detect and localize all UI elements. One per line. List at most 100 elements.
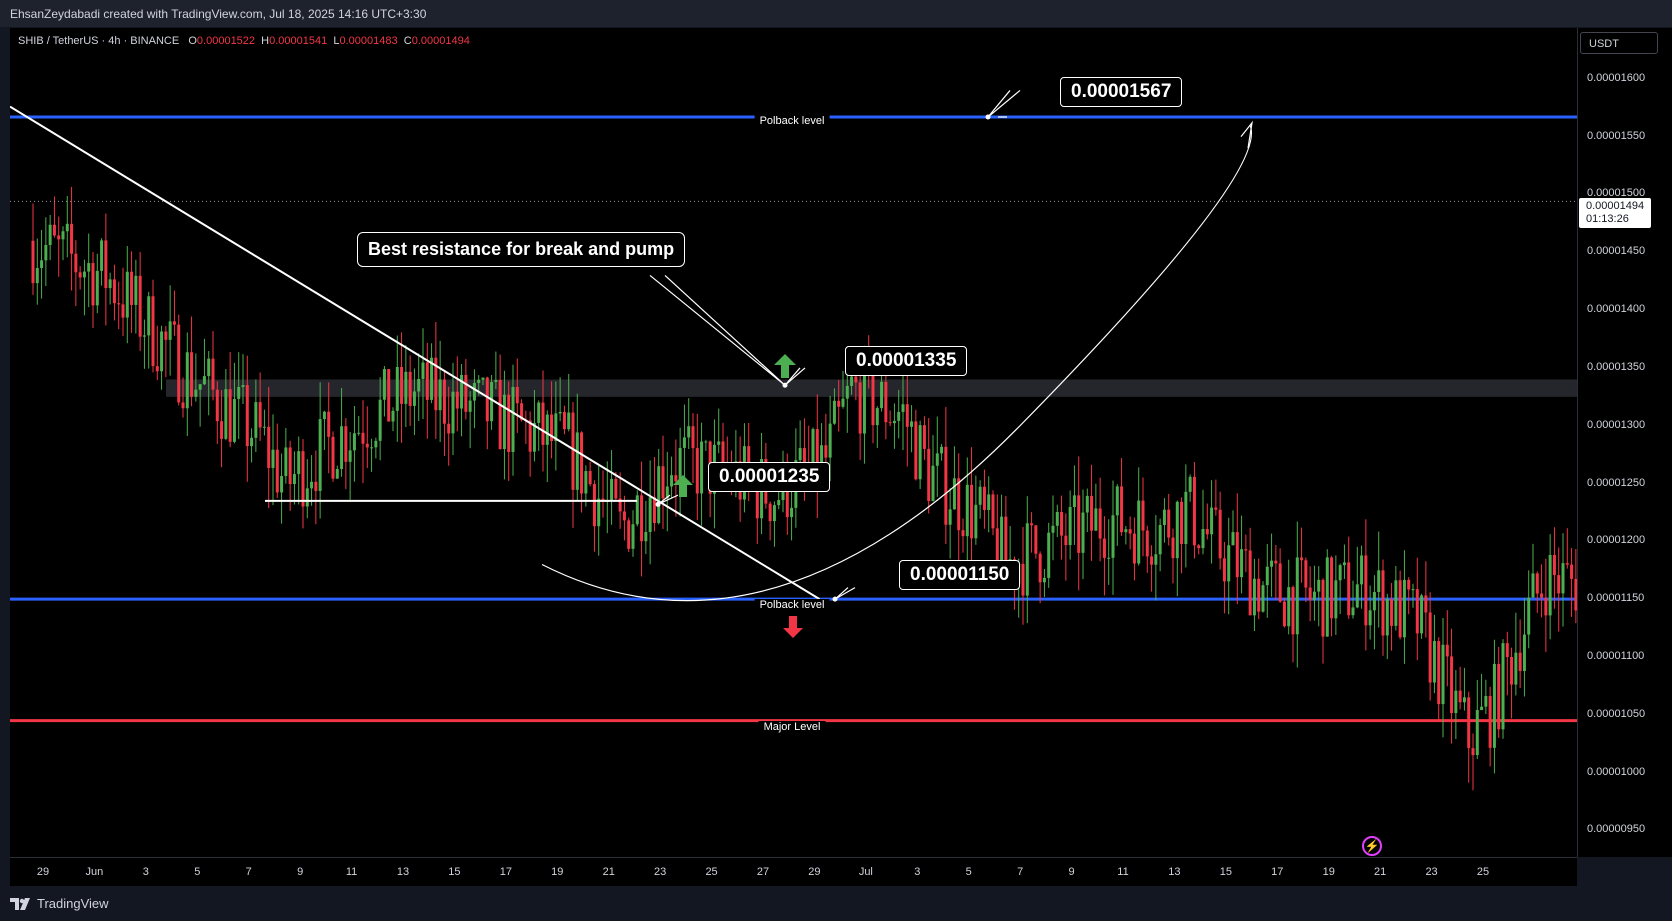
candle-up: [100, 240, 104, 271]
lightning-icon[interactable]: ⚡: [1362, 836, 1382, 856]
candle-up: [1184, 491, 1188, 544]
candle-up: [1000, 516, 1004, 575]
callout-1150[interactable]: 0.00001150: [899, 560, 1021, 590]
candle-down: [837, 400, 841, 407]
time-tick-label: 15: [1219, 866, 1232, 878]
callout-1235[interactable]: 0.00001235: [708, 462, 831, 492]
candle-up: [185, 352, 189, 409]
candle-down: [944, 446, 948, 525]
tradingview-logo[interactable]: TradingView: [10, 896, 109, 911]
candle-up: [395, 367, 399, 411]
candle-down: [1205, 528, 1209, 535]
candle-down: [121, 304, 125, 318]
candle-down: [1222, 558, 1226, 582]
candle-up: [1420, 595, 1424, 634]
candle-up: [575, 432, 579, 490]
candle-up: [918, 425, 922, 480]
time-tick-label: 23: [1425, 866, 1438, 878]
candle-up: [1325, 557, 1329, 637]
level-label-major: Major Level: [758, 721, 826, 733]
candle-down: [1364, 555, 1368, 626]
candle-up: [391, 410, 395, 422]
candle-up: [438, 379, 442, 411]
candle-down: [190, 352, 194, 397]
candle-down: [408, 371, 412, 406]
time-tick-label: 11: [1117, 866, 1129, 878]
candle-up: [1475, 710, 1479, 756]
cup-arrowhead: [1240, 120, 1253, 149]
time-tick-label: 27: [756, 866, 770, 878]
candle-down: [507, 394, 511, 452]
time-tick-label: 3: [914, 866, 921, 878]
currency-unit-button[interactable]: USDT: [1580, 32, 1658, 54]
candle-up: [502, 394, 506, 450]
callout-1567[interactable]: 0.00001567: [1060, 77, 1183, 107]
candle-up: [1094, 508, 1098, 531]
candle-down: [652, 497, 656, 524]
callout-best-resistance[interactable]: Best resistance for break and pump: [357, 232, 686, 267]
candle-down: [52, 224, 56, 236]
candle-down: [1171, 537, 1175, 559]
candle-up: [40, 260, 44, 269]
symbol-legend[interactable]: SHIB / TetherUS · 4h · BINANCE O0.000015…: [18, 35, 470, 47]
time-tick-label: 11: [345, 866, 358, 878]
candle-up: [421, 362, 425, 379]
candle-up: [44, 244, 48, 261]
time-tick-label: 13: [1168, 866, 1181, 878]
candle-down: [361, 432, 365, 444]
candle-down: [661, 466, 665, 499]
candle-up: [207, 358, 211, 377]
candle-up: [828, 423, 832, 458]
candle-down: [1141, 500, 1145, 531]
callout-1335[interactable]: 0.00001335: [845, 346, 968, 376]
candle-down: [1278, 563, 1282, 602]
anchor-dot-2: [655, 501, 661, 507]
candle-up: [1338, 565, 1342, 581]
candle-up: [635, 495, 639, 525]
candle-up: [1231, 532, 1235, 546]
candle-up: [931, 465, 935, 502]
candle-down: [618, 498, 622, 512]
time-tick-label: 19: [551, 866, 564, 878]
candle-down: [1437, 641, 1441, 705]
candle-up: [35, 268, 39, 284]
candle-up: [125, 271, 129, 318]
candle-up: [1334, 580, 1338, 619]
candle-down: [1132, 533, 1136, 564]
candle-up: [948, 509, 952, 525]
price-tick-label: 0.00000950: [1587, 823, 1646, 836]
time-axis[interactable]: [10, 857, 1577, 886]
candle-down: [991, 494, 995, 529]
candle-up: [978, 486, 982, 505]
candle-up: [678, 447, 682, 482]
candle-down: [78, 272, 82, 278]
candle-up: [284, 447, 288, 477]
candle-up: [254, 402, 258, 438]
candle-down: [327, 411, 331, 437]
candle-down: [1034, 525, 1038, 554]
candle-down: [1467, 697, 1471, 749]
close-key: C: [403, 35, 412, 47]
candle-down: [130, 271, 134, 305]
candle-up: [798, 448, 802, 461]
price-tick-label: 0.00001100: [1587, 649, 1645, 662]
candle-down: [1407, 579, 1411, 590]
candle-down: [400, 367, 404, 404]
candle-up: [1210, 507, 1214, 535]
candle-down: [914, 421, 918, 480]
candle-down: [301, 451, 305, 507]
descending-trendline: [10, 105, 821, 601]
anchor-dot-3: [832, 596, 838, 602]
level-label-polback-top: Polback level: [754, 115, 830, 127]
candle-down: [1282, 601, 1286, 627]
chart-pane[interactable]: [10, 28, 1577, 857]
candle-down: [1308, 587, 1312, 601]
candle-up: [335, 469, 339, 479]
candle-down: [228, 389, 232, 442]
candle-up: [340, 426, 344, 470]
candle-down: [344, 426, 348, 462]
price-axis[interactable]: [1577, 28, 1672, 857]
candle-up: [1368, 610, 1372, 626]
candle-up: [511, 386, 515, 452]
candle-up: [202, 376, 206, 385]
